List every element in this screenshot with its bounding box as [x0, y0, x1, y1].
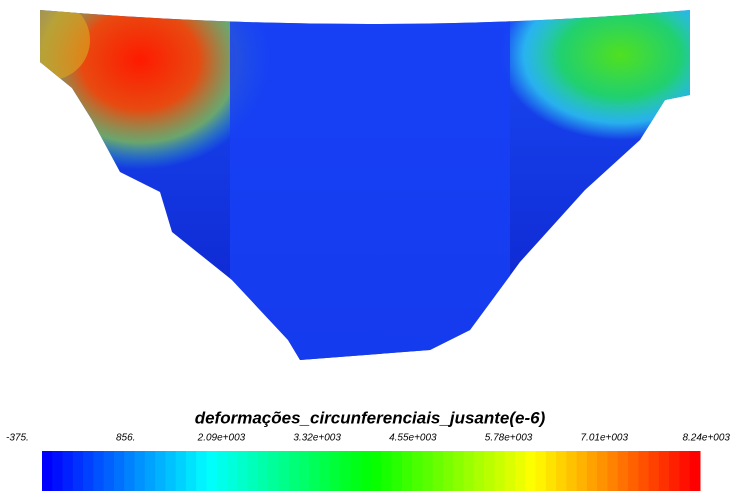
colorbar-band	[536, 451, 547, 491]
colorbar-band	[207, 451, 218, 491]
colorbar-band	[309, 451, 320, 491]
page: deformações_circunferenciais_jusante(e-6…	[0, 0, 742, 493]
colorbar-band	[268, 451, 279, 491]
colorbar-band	[124, 451, 135, 491]
colorbar-band	[93, 451, 104, 491]
colorbar-tick-label: 8.24e+003	[682, 433, 730, 444]
colorbar-tick-label: 7.01e+003	[581, 433, 629, 444]
visualization: deformações_circunferenciais_jusante(e-6…	[0, 0, 742, 493]
colorbar-band	[607, 451, 618, 491]
colorbar-band	[289, 451, 300, 491]
colorbar-band	[443, 451, 454, 491]
colorbar-band	[638, 451, 649, 491]
colorbar-band	[494, 451, 505, 491]
colorbar-band	[227, 451, 238, 491]
colorbar-band	[649, 451, 660, 491]
colorbar-band	[505, 451, 516, 491]
colorbar-band	[155, 451, 166, 491]
colorbar-band	[42, 451, 53, 491]
colorbar-band	[278, 451, 289, 491]
colorbar-tick-label: 4.55e+003	[389, 433, 437, 444]
colorbar-band	[52, 451, 63, 491]
colorbar-band	[515, 451, 526, 491]
colorbar-band	[258, 451, 269, 491]
colorbar-band	[597, 451, 608, 491]
colorbar-band	[433, 451, 444, 491]
colorbar-band	[556, 451, 567, 491]
colorbar-band	[217, 451, 228, 491]
colorbar-band	[248, 451, 259, 491]
colorbar-band	[587, 451, 598, 491]
colorbar-band	[340, 451, 351, 491]
colorbar-band	[330, 451, 341, 491]
colorbar-band	[392, 451, 403, 491]
colorbar	[42, 451, 701, 491]
colorbar-band	[196, 451, 207, 491]
colorbar-tick-label: 3.32e+003	[293, 433, 341, 444]
colorbar-tick-label: -375.	[6, 433, 29, 444]
dam-surface	[0, 0, 742, 370]
colorbar-band	[669, 451, 680, 491]
colorbar-band	[350, 451, 361, 491]
colorbar-band	[361, 451, 372, 491]
colorbar-tick-label: 2.09e+003	[197, 433, 246, 444]
colorbar-ticks: -375. 856. 2.09e+003 3.32e+003 4.55e+003 5.78…	[6, 433, 730, 444]
colorbar-tick-label: 5.78e+003	[485, 433, 533, 444]
colorbar-band	[381, 451, 392, 491]
colorbar-band	[186, 451, 197, 491]
colorbar-band	[453, 451, 464, 491]
colorbar-band	[320, 451, 331, 491]
colorbar-band	[618, 451, 629, 491]
colorbar-title: deformações_circunferenciais_jusante(e-6…	[195, 408, 546, 427]
colorbar-band	[371, 451, 382, 491]
colorbar-band	[566, 451, 577, 491]
colorbar-band	[176, 451, 187, 491]
colorbar-band	[679, 451, 690, 491]
colorbar-band	[402, 451, 413, 491]
colorbar-tick-label: 856.	[116, 433, 135, 444]
colorbar-band	[412, 451, 423, 491]
colorbar-band	[690, 451, 701, 491]
colorbar-band	[299, 451, 310, 491]
colorbar-band	[135, 451, 146, 491]
colorbar-band	[546, 451, 557, 491]
colorbar-band	[63, 451, 74, 491]
colorbar-band	[114, 451, 125, 491]
colorbar-band	[237, 451, 248, 491]
colorbar-band	[104, 451, 115, 491]
colorbar-band	[73, 451, 84, 491]
colorbar-band	[628, 451, 639, 491]
colorbar-band	[422, 451, 433, 491]
colorbar-band	[145, 451, 156, 491]
colorbar-band	[525, 451, 536, 491]
colorbar-band	[464, 451, 475, 491]
colorbar-band	[577, 451, 588, 491]
colorbar-band	[83, 451, 94, 491]
colorbar-band	[474, 451, 485, 491]
colorbar-band	[165, 451, 176, 491]
colorbar-band	[484, 451, 495, 491]
colorbar-band	[659, 451, 670, 491]
